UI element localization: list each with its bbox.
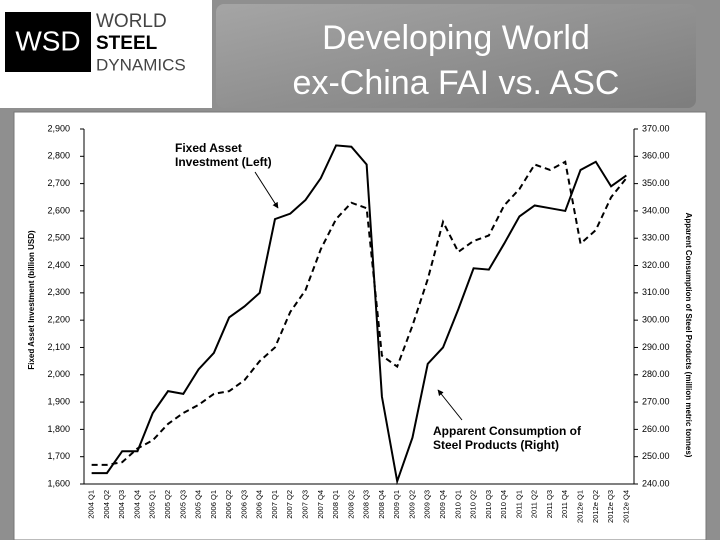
x-tick-label: 2008 Q4 [377, 490, 386, 519]
x-tick-label: 2012e Q3 [606, 490, 615, 523]
y-tick-label: 1,600 [47, 478, 70, 488]
x-tick-label: 2012e Q1 [576, 490, 585, 523]
x-tick-label: 2007 Q1 [270, 490, 279, 519]
x-tick-label: 2004 Q3 [117, 490, 126, 519]
x-tick-label: 2005 Q1 [148, 490, 157, 519]
x-tick-label: 2007 Q3 [301, 490, 310, 519]
y-tick-label: 2,700 [47, 178, 70, 188]
header-panel [216, 4, 696, 108]
y-tick-label: 2,400 [47, 260, 70, 270]
x-tick-label: 2011 Q4 [560, 490, 569, 518]
y-axis-label: Fixed Asset Investment (billion USD) [27, 230, 36, 370]
logo-mark: WSD [15, 25, 80, 56]
x-tick-label: 2005 Q2 [163, 490, 172, 519]
x-tick-label: 2006 Q1 [209, 490, 218, 519]
annotation: Investment (Left) [175, 155, 272, 169]
annotation-arrow [254, 171, 279, 209]
x-tick-label: 2011 Q2 [530, 490, 539, 518]
y2-tick-label: 270.00 [642, 396, 670, 406]
x-tick-label: 2006 Q3 [239, 490, 248, 519]
x-tick-label: 2011 Q3 [545, 490, 554, 518]
y-tick-label: 1,800 [47, 424, 70, 434]
x-tick-label: 2009 Q4 [438, 490, 447, 519]
x-tick-label: 2004 Q4 [132, 490, 141, 519]
logo-text: DYNAMICS [96, 55, 186, 74]
title: ex-China FAI vs. ASC [293, 64, 620, 102]
y2-tick-label: 370.00 [642, 123, 670, 133]
x-tick-label: 2007 Q4 [316, 490, 325, 519]
y-tick-label: 2,900 [47, 123, 70, 133]
x-tick-label: 2012e Q4 [621, 490, 630, 523]
logo-mark-box [5, 12, 91, 72]
x-tick-label: 2007 Q2 [285, 490, 294, 519]
y2-tick-label: 260.00 [642, 424, 670, 434]
y-tick-label: 2,200 [47, 315, 70, 325]
annotation: Steel Products (Right) [433, 438, 559, 452]
x-tick-label: 2004 Q2 [102, 490, 111, 519]
x-tick-label: 2011 Q1 [514, 490, 523, 518]
y2-tick-label: 240.00 [642, 478, 670, 488]
x-tick-label: 2009 Q2 [407, 490, 416, 519]
y-tick-label: 2,000 [47, 369, 70, 379]
x-tick-label: 2010 Q4 [499, 490, 508, 519]
x-tick-label: 2006 Q2 [224, 490, 233, 519]
annotation: Apparent Consumption of [433, 424, 582, 438]
x-tick-label: 2005 Q4 [194, 490, 203, 519]
x-tick-label: 2005 Q3 [178, 490, 187, 519]
x-tick-label: 2008 Q3 [362, 490, 371, 519]
x-tick-label: 2008 Q1 [331, 490, 340, 519]
y2-tick-label: 330.00 [642, 233, 670, 243]
y-tick-label: 2,600 [47, 205, 70, 215]
annotation-arrow [437, 389, 463, 421]
y2-tick-label: 280.00 [642, 369, 670, 379]
x-tick-label: 2004 Q1 [87, 490, 96, 519]
x-tick-label: 2010 Q3 [484, 490, 493, 519]
x-tick-label: 2010 Q2 [469, 490, 478, 519]
x-tick-label: 2006 Q4 [255, 490, 264, 519]
logo-text: STEEL [96, 33, 158, 54]
title: Developing World [322, 19, 590, 57]
y-tick-label: 2,500 [47, 233, 70, 243]
chart-area [13, 111, 707, 540]
series-line [91, 160, 628, 466]
y2-tick-label: 340.00 [642, 205, 670, 215]
y-tick-label: 2,800 [47, 151, 70, 161]
y-tick-label: 1,700 [47, 451, 70, 461]
y2-tick-label: 290.00 [642, 342, 670, 352]
annotation: Fixed Asset [175, 141, 242, 155]
logo-text: WORLD [96, 11, 167, 32]
x-tick-label: 2012e Q2 [591, 490, 600, 523]
x-tick-label: 2009 Q3 [423, 490, 432, 519]
y-tick-label: 2,300 [47, 287, 70, 297]
series-line [91, 144, 627, 486]
y2-tick-label: 310.00 [642, 287, 670, 297]
x-tick-label: 2010 Q1 [453, 490, 462, 519]
y2-tick-label: 300.00 [642, 315, 670, 325]
y2-tick-label: 360.00 [642, 151, 670, 161]
y2-tick-label: 320.00 [642, 260, 670, 270]
y2-axis-label: Apparent Consumption of Steel Products (… [684, 213, 693, 458]
x-tick-label: 2008 Q2 [346, 490, 355, 519]
y-tick-label: 1,900 [47, 396, 70, 406]
y-tick-label: 2,100 [47, 342, 70, 352]
y2-tick-label: 250.00 [642, 451, 670, 461]
x-tick-label: 2009 Q1 [392, 490, 401, 519]
y2-tick-label: 350.00 [642, 178, 670, 188]
